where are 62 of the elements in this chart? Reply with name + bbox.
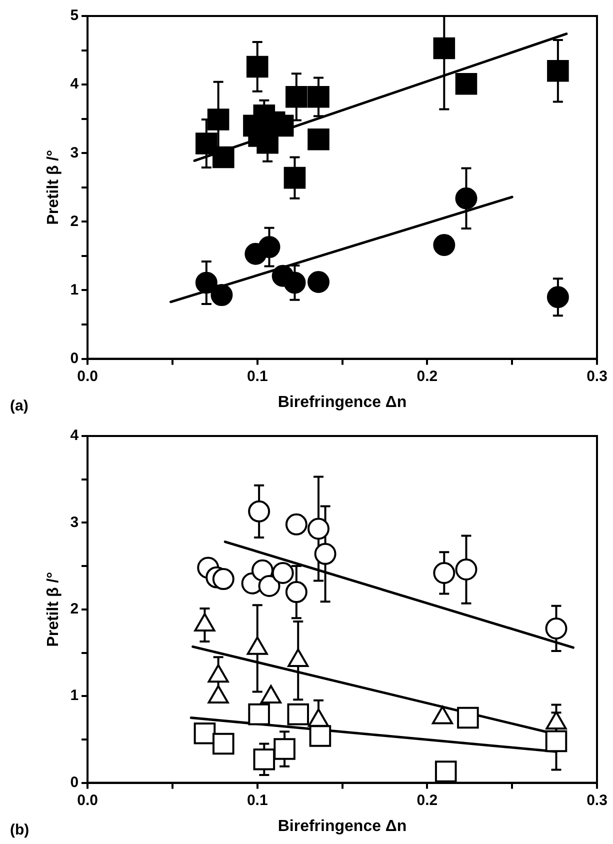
point	[314, 542, 336, 565]
point	[258, 236, 280, 258]
point	[545, 617, 568, 640]
point	[545, 730, 568, 752]
point	[433, 234, 456, 256]
point	[547, 60, 569, 82]
y-tick-label: 5	[70, 7, 79, 24]
y-axis-title: Pretilt β /°	[45, 572, 62, 647]
y-tick-label: 2	[70, 212, 79, 230]
point	[433, 562, 456, 584]
y-tick-label: 4	[70, 427, 80, 444]
y-tick-label: 3	[70, 144, 79, 162]
y-axis-title: Pretilt β /°	[45, 150, 62, 225]
x-tick-label: 0.3	[586, 368, 608, 385]
y-tick-label: 2	[70, 600, 79, 618]
x-tick-label: 0.0	[77, 792, 98, 809]
point	[253, 748, 276, 770]
x-tick-label: 0.3	[586, 792, 608, 809]
point	[457, 706, 479, 729]
point	[455, 558, 478, 581]
x-tick-label: 0.0	[77, 368, 98, 385]
y-tick-label: 1	[70, 281, 79, 298]
point	[308, 128, 330, 150]
y-tick-label: 0	[70, 350, 79, 367]
y-tick-label: 3	[70, 514, 79, 531]
point	[309, 725, 332, 747]
point	[307, 271, 330, 294]
point	[256, 132, 278, 154]
point	[546, 286, 569, 308]
point	[287, 703, 310, 726]
point	[210, 284, 233, 306]
text: (b)	[10, 822, 30, 839]
x-tick-label: 0.2	[416, 792, 438, 809]
point	[195, 272, 218, 294]
point	[455, 187, 478, 210]
text: (a)	[10, 398, 28, 415]
point	[434, 760, 457, 782]
point	[286, 86, 308, 108]
point	[307, 518, 330, 540]
point	[212, 568, 234, 590]
point	[455, 72, 478, 95]
point	[285, 581, 308, 604]
point	[212, 146, 234, 168]
x-axis-title: Birefringence Δn	[278, 394, 407, 411]
point	[284, 166, 306, 189]
x-tick-label: 0.2	[416, 368, 438, 385]
point	[248, 703, 270, 726]
point	[212, 732, 234, 755]
x-axis-title: Birefringence Δn	[278, 818, 407, 835]
x-tick-label: 0.1	[246, 792, 268, 809]
point	[433, 37, 456, 60]
point	[196, 132, 218, 154]
point	[248, 500, 270, 522]
y-tick-label: 4	[70, 76, 80, 93]
point	[246, 56, 268, 78]
point	[308, 86, 330, 108]
x-tick-label: 0.1	[246, 368, 268, 385]
y-tick-label: 1	[70, 687, 79, 704]
point	[284, 272, 306, 294]
point	[274, 738, 296, 760]
point	[207, 108, 230, 130]
y-tick-label: 0	[70, 774, 79, 791]
